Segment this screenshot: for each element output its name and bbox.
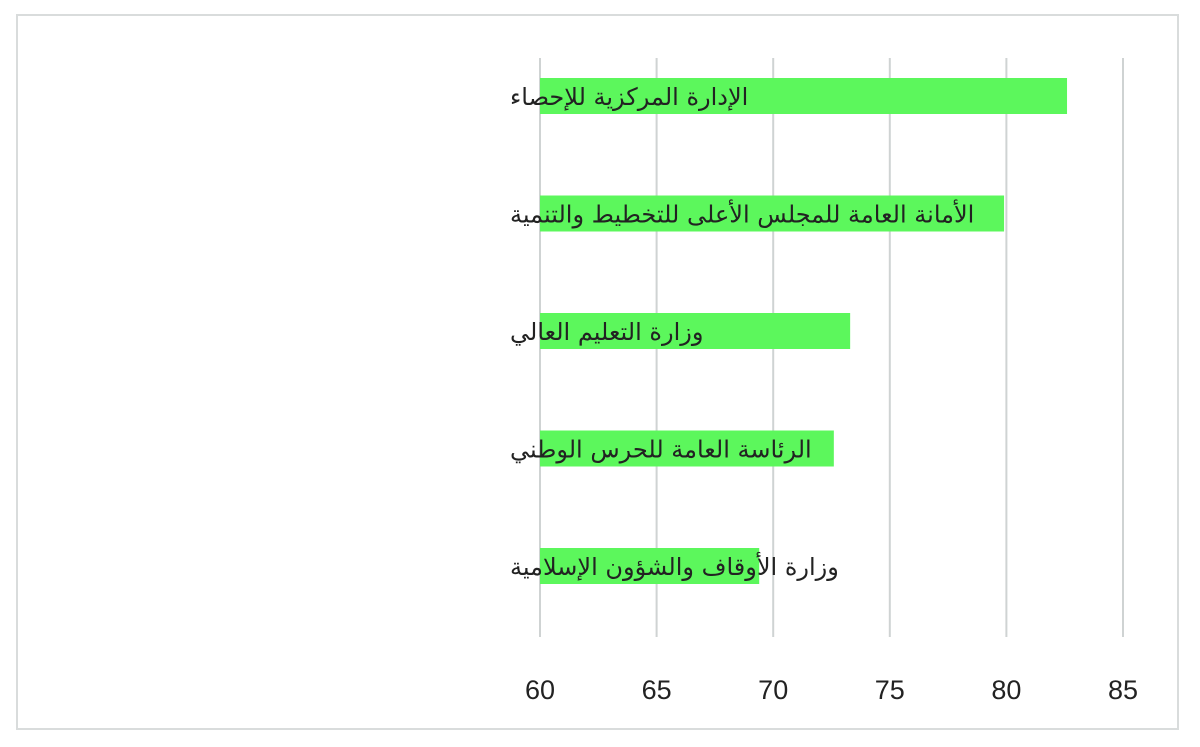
- bar: [540, 430, 834, 467]
- x-tick-label: 85: [1108, 675, 1138, 705]
- x-tick-label: 75: [875, 675, 905, 705]
- category-label: وزارة الأوقاف والشؤون الإسلامية: [510, 552, 839, 581]
- x-tick-label: 65: [642, 675, 672, 705]
- bar: [540, 195, 1005, 232]
- category-label: الأمانة العامة للمجلس الأعلى للتخطيط وال…: [510, 200, 974, 229]
- chart-frame: [16, 14, 1179, 730]
- category-label: وزارة التعليم العالي: [510, 318, 703, 346]
- category-label: الإدارة المركزية للإحصاء: [510, 83, 748, 111]
- bar: [540, 313, 851, 349]
- x-tick-label: 80: [991, 675, 1021, 705]
- category-label: الرئاسة العامة للحرس الوطني: [510, 436, 812, 464]
- x-tick-label: 60: [525, 675, 555, 705]
- bar: [540, 78, 1068, 114]
- x-tick-label: 70: [758, 675, 788, 705]
- bar: [540, 548, 760, 584]
